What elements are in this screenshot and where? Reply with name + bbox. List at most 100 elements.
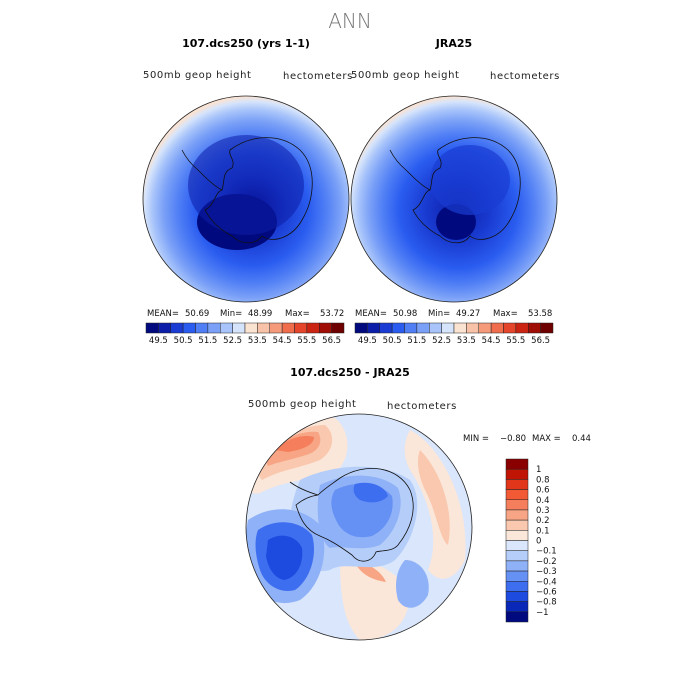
panel-diff-title: 107.dcs250 - JRA25 xyxy=(290,366,410,379)
panel-diff-colorbar-swatch xyxy=(505,468,529,480)
panel-model-max-value: 53.72 xyxy=(320,309,344,319)
panel-model-colorbar-tick-label: 52.5 xyxy=(223,336,242,346)
panel-obs-colorbar-swatch xyxy=(367,322,380,334)
panel-model-units-label: hectometers xyxy=(283,71,353,82)
panel-model-colorbar-tick-label: 51.5 xyxy=(198,336,217,346)
panel-diff-colorbar-swatch xyxy=(505,519,529,531)
panel-diff-colorbar-swatch xyxy=(505,560,529,572)
panel-diff-colorbar-ticks: 10.80.60.40.30.20.10−0.1−0.2−0.3−0.4−0.6… xyxy=(536,465,557,618)
panel-obs-colorbar-swatch xyxy=(540,322,554,334)
panel-obs-colorbar-swatch xyxy=(404,322,418,334)
panel-obs-title: JRA25 xyxy=(435,37,472,50)
panel-obs-map-border xyxy=(350,95,558,303)
panel-model-colorbar xyxy=(145,322,345,334)
panel-diff-colorbar-swatch xyxy=(505,499,529,511)
panel-diff-colorbar-swatch xyxy=(505,611,529,623)
panel-diff-colorbar-tick-label: −0.8 xyxy=(536,598,557,608)
panel-model-colorbar-swatch xyxy=(220,322,233,334)
figure-title: ANN xyxy=(328,9,372,33)
panel-obs-max-value: 53.58 xyxy=(528,309,552,319)
panel-obs-colorbar xyxy=(354,322,554,334)
panel-model-colorbar-tick-label: 56.5 xyxy=(322,336,341,346)
panel-diff-units-label: hectometers xyxy=(387,401,457,412)
panel-obs-colorbar-tick-label: 50.5 xyxy=(383,336,402,346)
panel-obs-colorbar-swatch xyxy=(379,322,393,334)
panel-model-colorbar-swatch xyxy=(158,322,171,334)
panel-obs-peninsula xyxy=(389,149,431,191)
panel-obs-max-label: Max= xyxy=(493,309,518,319)
panel-obs-colorbar-tick-label: 55.5 xyxy=(506,336,525,346)
panel-diff-colorbar-swatch xyxy=(505,509,529,521)
panel-model-colorbar-swatch xyxy=(294,322,308,334)
panel-obs-colorbar-swatch xyxy=(478,322,492,334)
panel-model-colorbar-swatch xyxy=(207,322,221,334)
panel-obs-units-label: hectometers xyxy=(490,71,560,82)
panel-obs-colorbar-swatch xyxy=(515,322,529,334)
panel-obs-colorbar-swatch xyxy=(441,322,455,334)
panel-model: 107.dcs250 (yrs 1-1) 500mb geop height h… xyxy=(142,37,353,346)
panel-model-map xyxy=(143,96,349,302)
panel-model-colorbar-tick-label: 54.5 xyxy=(273,336,292,346)
panel-model-map-border xyxy=(142,95,350,303)
panel-obs-colorbar-swatch xyxy=(528,322,541,334)
panel-obs-colorbar-tick-label: 51.5 xyxy=(407,336,426,346)
panel-model-colorbar-swatch xyxy=(195,322,209,334)
panel-model-coastline xyxy=(204,137,313,244)
panel-diff-colorbar-tick-label: 1 xyxy=(536,465,541,475)
panel-obs: JRA25 500mb geop height hectometers MEAN… xyxy=(350,37,560,346)
panel-obs-colorbar-tick-label: 54.5 xyxy=(482,336,501,346)
panel-obs-colorbar-tick-label: 56.5 xyxy=(531,336,550,346)
panel-diff-colorbar-swatch xyxy=(505,479,529,490)
panel-model-colorbar-swatch xyxy=(145,322,159,334)
panel-obs-colorbar-swatch xyxy=(466,322,479,334)
panel-obs-colorbar-ticks: 49.5 50.5 51.5 52.5 53.5 54.5 55.5 56.5 xyxy=(358,336,550,346)
panel-diff-min-value: −0.80 xyxy=(500,434,526,444)
panel-obs-coastline xyxy=(412,137,521,244)
panel-model-colorbar-swatch xyxy=(257,322,270,334)
panel-diff-max-label: MAX = xyxy=(532,434,561,444)
panel-obs-colorbar-swatch xyxy=(490,322,504,334)
panel-diff: 107.dcs250 - JRA25 500mb geop height hec… xyxy=(245,366,591,641)
panel-diff-colorbar-swatch xyxy=(505,550,529,562)
panel-diff-colorbar-tick-label: −0.4 xyxy=(536,577,557,587)
panel-obs-map xyxy=(351,96,557,302)
panel-diff-colorbar-tick-label: 0.1 xyxy=(536,526,550,536)
panel-diff-variable-label: 500mb geop height xyxy=(248,399,357,410)
panel-obs-colorbar-swatch xyxy=(416,322,430,334)
panel-diff-colorbar-tick-label: 0.8 xyxy=(536,475,550,485)
panel-model-colorbar-swatch xyxy=(269,322,283,334)
panel-model-colorbar-swatch xyxy=(170,322,184,334)
panel-obs-colorbar-swatch xyxy=(453,322,467,334)
panel-obs-colorbar-swatch xyxy=(391,322,405,334)
panel-diff-colorbar-swatch xyxy=(505,530,529,541)
panel-model-colorbar-tick-label: 50.5 xyxy=(174,336,193,346)
panel-model-mean-label: MEAN= xyxy=(147,309,179,319)
panel-obs-variable-label: 500mb geop height xyxy=(351,70,460,81)
panel-model-mean-value: 50.69 xyxy=(185,309,209,319)
panel-obs-colorbar-swatch xyxy=(503,322,517,334)
panel-model-colorbar-swatch xyxy=(182,322,196,334)
panel-diff-colorbar-swatch xyxy=(505,601,529,613)
panel-model-max-label: Max= xyxy=(285,309,310,319)
panel-obs-min-value: 49.27 xyxy=(456,309,480,319)
panel-model-colorbar-swatch xyxy=(232,322,246,334)
panel-obs-colorbar-swatch xyxy=(429,322,442,334)
panel-diff-colorbar xyxy=(505,458,529,623)
panel-diff-colorbar-tick-label: −0.6 xyxy=(536,587,557,597)
panel-diff-colorbar-tick-label: 0.2 xyxy=(536,516,550,526)
panel-model-colorbar-swatch xyxy=(306,322,320,334)
panel-diff-colorbar-swatch xyxy=(505,581,529,592)
panel-diff-colorbar-tick-label: 0.4 xyxy=(536,496,550,506)
panel-diff-map-border xyxy=(245,413,473,641)
panel-model-colorbar-swatch xyxy=(331,322,345,334)
panel-obs-colorbar-tick-label: 52.5 xyxy=(432,336,451,346)
panel-model-colorbar-ticks: 49.5 50.5 51.5 52.5 53.5 54.5 55.5 56.5 xyxy=(149,336,341,346)
panel-diff-colorbar-swatch xyxy=(505,489,529,500)
panel-diff-colorbar-swatch xyxy=(505,540,529,551)
panel-obs-mean-label: MEAN= xyxy=(355,309,387,319)
panel-diff-max-value: 0.44 xyxy=(572,434,591,444)
panel-diff-map xyxy=(246,414,472,640)
panel-model-title: 107.dcs250 (yrs 1-1) xyxy=(182,37,310,50)
panel-model-colorbar-swatch xyxy=(244,322,258,334)
panel-model-variable-label: 500mb geop height xyxy=(143,70,252,81)
